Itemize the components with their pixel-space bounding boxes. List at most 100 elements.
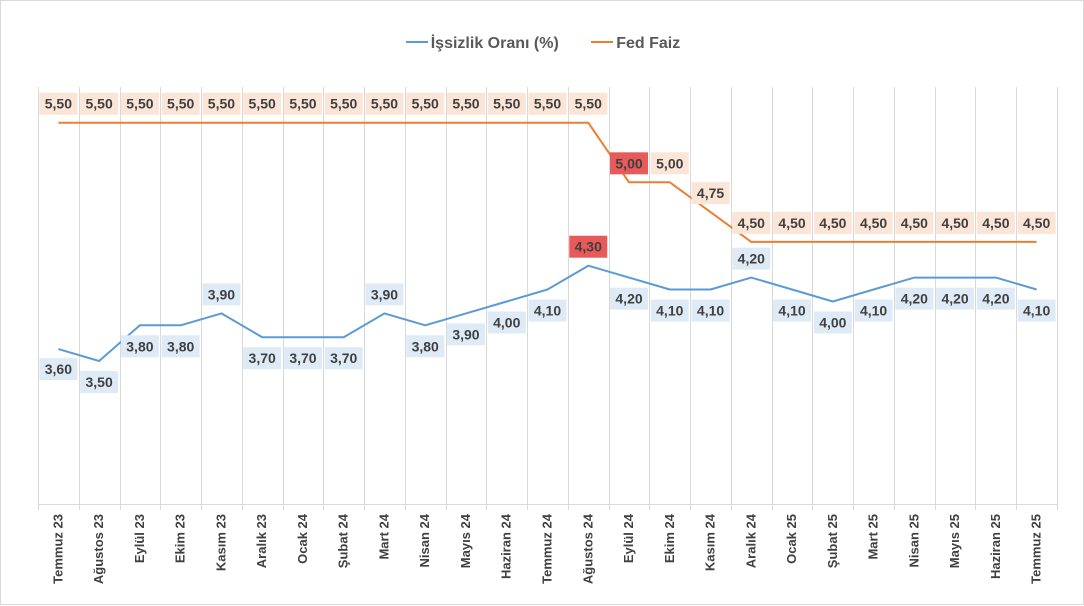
data-label-unemployment-text: 4,20: [615, 291, 642, 307]
data-label-fed-rate: 4,50: [936, 211, 975, 234]
x-axis-tick-labels: Temmuz 23 Ağustos 23 Eylül 23 Ekim 23 Kasım …: [50, 513, 1043, 584]
data-label-unemployment: 4,20: [610, 287, 649, 310]
data-label-fed-rate: 5,50: [283, 92, 322, 115]
data-label-unemployment: 3,70: [324, 347, 363, 370]
data-label-unemployment-bg: [1017, 299, 1056, 322]
data-label-fed-rate: 4,50: [1017, 211, 1056, 234]
data-label-fed-rate-bg: [773, 211, 812, 234]
x-tick-label: Eylül 23: [132, 514, 147, 563]
data-label-unemployment-text: 4,10: [697, 303, 724, 319]
x-tick-label: Nisan 24: [417, 513, 432, 567]
x-tick-label: Ocak 24: [295, 513, 310, 564]
data-label-unemployment-text: 3,60: [45, 361, 72, 377]
gridlines: [38, 87, 1058, 510]
data-label-fed-rate-bg: [283, 92, 322, 115]
data-label-unemployment: 4,00: [813, 311, 852, 334]
x-tick-label: Mart 25: [866, 514, 881, 560]
data-labels: 3,60 3,50 3,80 3,80 3,90 3,70 3,70 3,70 3,90 3,80…: [39, 92, 1056, 394]
data-label-unemployment: 3,90: [446, 323, 485, 346]
data-label-unemployment: 3,80: [161, 335, 200, 358]
data-label-fed-rate-text: 5,00: [615, 155, 642, 171]
data-label-unemployment: 4,20: [976, 287, 1015, 310]
data-label-fed-rate: 5,00: [610, 152, 649, 175]
data-label-unemployment-text: 4,20: [738, 251, 765, 267]
data-label-unemployment-text: 3,80: [126, 338, 153, 354]
data-label-unemployment-text: 3,50: [86, 374, 113, 390]
x-tick-label: Ekim 24: [662, 513, 677, 563]
data-label-fed-rate-bg: [854, 211, 893, 234]
data-label-fed-rate-bg: [732, 211, 771, 234]
data-label-unemployment-text: 4,00: [493, 314, 520, 330]
data-label-fed-rate-text: 4,50: [778, 215, 805, 231]
x-tick-label: Temmuz 24: [540, 513, 555, 584]
data-label-unemployment-bg: [773, 299, 812, 322]
data-label-fed-rate: 4,50: [976, 211, 1015, 234]
data-label-fed-rate: 4,50: [854, 211, 893, 234]
data-label-fed-rate-text: 5,50: [534, 96, 561, 112]
data-label-fed-rate: 5,50: [324, 92, 363, 115]
data-label-unemployment: 3,50: [80, 371, 119, 394]
data-label-unemployment-bg: [120, 335, 159, 358]
data-label-unemployment-bg: [283, 347, 322, 370]
data-label-unemployment: 3,90: [365, 283, 404, 306]
data-label-fed-rate-bg: [976, 211, 1015, 234]
data-label-fed-rate: 4,50: [773, 211, 812, 234]
x-tick-label: Temmuz 25: [1029, 514, 1044, 584]
data-label-unemployment-bg: [650, 299, 689, 322]
x-tick-label: Aralık 23: [254, 514, 269, 568]
data-label-unemployment-text: 3,80: [412, 338, 439, 354]
data-label-fed-rate-bg: [813, 211, 852, 234]
data-label-unemployment-text: 4,10: [534, 303, 561, 319]
data-label-unemployment-bg: [528, 299, 567, 322]
data-label-fed-rate-text: 4,75: [697, 185, 724, 201]
data-label-unemployment-bg: [936, 287, 975, 310]
x-tick-label: Ocak 25: [784, 514, 799, 564]
data-label-unemployment-bg: [161, 335, 200, 358]
data-label-fed-rate-bg: [39, 92, 78, 115]
data-label-unemployment-bg: [446, 323, 485, 346]
data-label-fed-rate-text: 4,50: [860, 215, 887, 231]
data-label-unemployment: 3,70: [283, 347, 322, 370]
data-label-fed-rate: 5,50: [569, 92, 608, 115]
data-label-fed-rate-text: 4,50: [738, 215, 765, 231]
data-label-fed-rate-bg: [202, 92, 241, 115]
data-label-fed-rate: 5,50: [446, 92, 485, 115]
data-label-unemployment: 4,10: [773, 299, 812, 322]
legend-label-fed-rate: Fed Faiz: [616, 35, 681, 52]
data-label-fed-rate: 5,50: [487, 92, 526, 115]
legend-item-unemployment[interactable]: İşsizlik Oranı (%): [405, 35, 559, 53]
data-label-fed-rate-text: 5,50: [412, 96, 439, 112]
data-label-fed-rate-bg: [324, 92, 363, 115]
data-label-unemployment-text: 3,70: [330, 350, 357, 366]
data-label-fed-rate-bg: [610, 152, 649, 175]
data-label-fed-rate: 5,50: [161, 92, 200, 115]
legend-item-fed-rate[interactable]: Fed Faiz: [591, 35, 680, 53]
x-tick-label: Mayıs 25: [947, 514, 962, 568]
data-label-unemployment-bg: [487, 311, 526, 334]
data-label-fed-rate-text: 5,50: [371, 96, 398, 112]
data-label-fed-rate: 5,00: [650, 152, 689, 175]
x-tick-label: Aralık 24: [743, 513, 758, 568]
data-label-fed-rate-bg: [487, 92, 526, 115]
data-label-fed-rate: 5,50: [528, 92, 567, 115]
data-label-unemployment: 4,10: [1017, 299, 1056, 322]
data-label-unemployment-text: 4,10: [860, 303, 887, 319]
data-label-unemployment: 4,20: [732, 247, 771, 270]
data-label-fed-rate: 4,50: [813, 211, 852, 234]
data-label-unemployment: 4,10: [528, 299, 567, 322]
data-label-fed-rate-bg: [365, 92, 404, 115]
x-tick-label: Kasım 23: [213, 514, 228, 571]
data-label-unemployment-text: 4,10: [1023, 303, 1050, 319]
data-label-fed-rate-bg: [120, 92, 159, 115]
data-label-fed-rate-text: 5,50: [86, 96, 113, 112]
data-label-unemployment-bg: [80, 371, 119, 394]
data-label-fed-rate-text: 5,50: [45, 96, 72, 112]
data-label-unemployment: 3,70: [243, 347, 282, 370]
x-tick-label: Şubat 24: [336, 513, 351, 568]
x-tick-label: Eylül 24: [621, 513, 636, 563]
data-label-fed-rate-text: 5,50: [493, 96, 520, 112]
data-label-fed-rate-text: 5,50: [330, 96, 357, 112]
data-label-unemployment-text: 3,70: [249, 350, 276, 366]
